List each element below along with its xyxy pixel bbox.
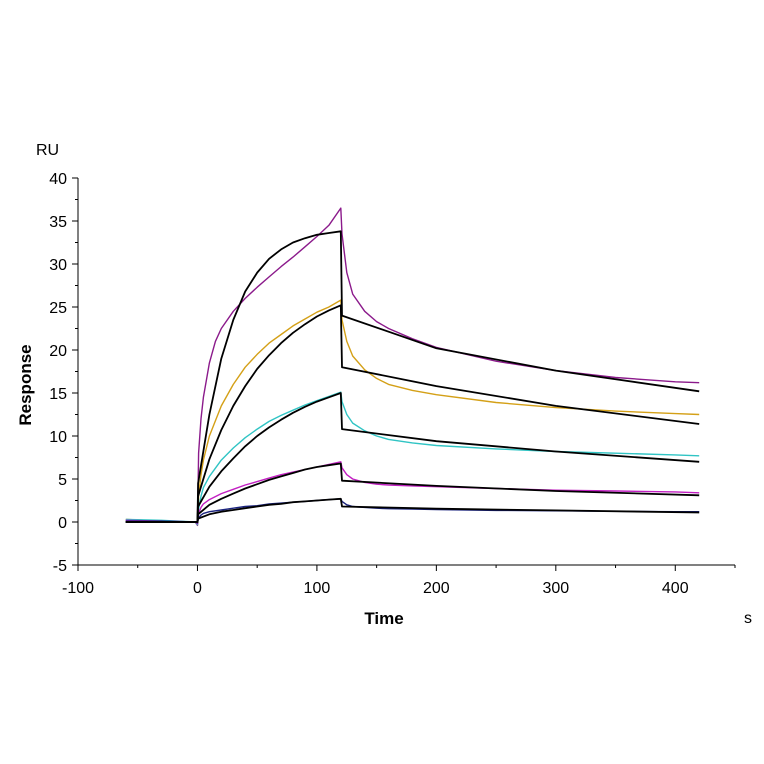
fit-series-line-4 [125,462,700,523]
x-tick-label: 100 [304,580,331,597]
x-tick-label: 300 [542,580,569,597]
fit-series-line-5 [125,497,700,523]
y-tick-label: 15 [49,386,67,403]
y-unit-label: RU [36,142,59,159]
fit-series-line-1 [125,230,700,523]
x-tick-label: 0 [193,580,202,597]
x-tick-label: -100 [62,580,94,597]
y-tick-label: 35 [49,214,67,231]
x-ticks: -100 0 100 200 300 400 [62,565,736,597]
measured-series-line-2 [125,299,700,526]
fit-series-line-2 [125,304,700,523]
measured-series-line-1 [125,207,700,527]
y-tick-label: 5 [58,472,67,489]
y-tick-label: -5 [53,558,67,575]
x-axis-title: Time [364,609,403,628]
fit-series-line-3 [125,392,700,523]
y-tick-label: 30 [49,257,67,274]
y-tick-label: 25 [49,300,67,317]
axes [77,178,735,566]
fit-series-group [125,230,700,523]
y-tick-label: 40 [49,171,67,188]
x-unit-label: s [744,610,752,627]
x-tick-label: 400 [662,580,689,597]
x-tick-label: 200 [423,580,450,597]
y-axis-title: Response [16,344,35,425]
y-tick-label: 20 [49,343,67,360]
measured-series-group [125,207,700,527]
y-tick-label: 0 [58,515,67,532]
y-ticks: -5 0 5 10 15 20 25 30 35 40 [49,171,78,575]
y-tick-label: 10 [49,429,67,446]
measured-series-line-3 [125,391,700,526]
